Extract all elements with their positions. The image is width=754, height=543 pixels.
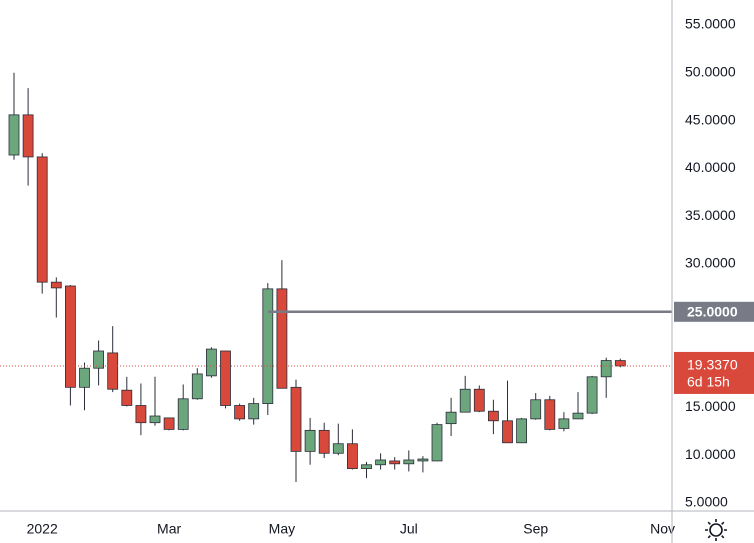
- candle-body: [50, 281, 62, 289]
- x-tick-label: 2022: [27, 521, 58, 537]
- candle-body: [234, 405, 246, 420]
- candle-body: [516, 418, 527, 444]
- candle-body: [135, 405, 147, 424]
- candle-body: [248, 403, 260, 420]
- candle-body: [149, 415, 161, 424]
- x-tick-label: Nov: [650, 521, 675, 537]
- y-tick-label: 30.0000: [685, 255, 736, 271]
- candle-body: [473, 388, 485, 412]
- y-tick-label: 15.0000: [685, 398, 736, 414]
- candle-body: [262, 288, 274, 404]
- candle-body: [530, 399, 542, 420]
- candle-body: [586, 376, 598, 414]
- candle-body: [346, 443, 358, 469]
- settings-icon[interactable]: [705, 519, 727, 541]
- y-tick-label: 35.0000: [685, 207, 736, 223]
- icon-rays: [705, 519, 727, 541]
- y-tick-label: 55.0000: [685, 16, 736, 32]
- candle-body: [22, 114, 34, 158]
- candle-body: [290, 386, 302, 452]
- countdown-label: 6d 15h: [687, 374, 730, 390]
- candle-body: [600, 360, 612, 378]
- candle-body: [205, 348, 217, 377]
- candle-body: [318, 429, 330, 454]
- candle-body: [614, 360, 626, 367]
- candle-body: [163, 417, 175, 430]
- x-tick-label: Jul: [400, 521, 418, 537]
- y-tick-label: 10.0000: [685, 446, 736, 462]
- last-price-label: 19.3370: [687, 357, 738, 373]
- candle-body: [332, 443, 344, 454]
- candle-body: [403, 459, 415, 465]
- hline-label-box: [674, 301, 754, 322]
- candle-body: [304, 429, 316, 452]
- candle-body: [459, 388, 471, 413]
- candle-body: [572, 412, 584, 420]
- y-tick-label: 45.0000: [685, 111, 736, 127]
- hline-label: 25.0000: [687, 304, 738, 320]
- candle-body: [487, 410, 499, 422]
- candle-body: [558, 418, 570, 429]
- candle-body: [276, 288, 288, 389]
- candle-body: [544, 399, 556, 430]
- candle-body: [191, 373, 203, 400]
- icon-circle: [709, 523, 723, 537]
- candle-body: [8, 114, 20, 156]
- candle-body: [121, 389, 133, 406]
- y-tick-label: 50.0000: [685, 64, 736, 80]
- candle-body: [502, 420, 513, 444]
- candle-body: [107, 352, 119, 390]
- last-price-box: [674, 351, 754, 394]
- x-tick-label: Mar: [157, 521, 181, 537]
- x-tick-label: Sep: [523, 521, 548, 537]
- candle-body: [431, 424, 443, 462]
- candle-body: [375, 459, 387, 466]
- x-tick-label: May: [269, 521, 295, 537]
- candle-body: [220, 350, 231, 406]
- candle-body: [389, 460, 401, 465]
- candle-body: [177, 398, 189, 430]
- candle-body: [93, 350, 104, 369]
- candle-body: [417, 458, 429, 462]
- candle-body: [65, 285, 76, 388]
- candle-body: [445, 411, 457, 425]
- candle-body: [361, 464, 372, 469]
- y-tick-label: 40.0000: [685, 159, 736, 175]
- y-tick-label: 5.0000: [685, 494, 728, 510]
- candle-body: [36, 156, 48, 283]
- candle-body: [79, 367, 90, 388]
